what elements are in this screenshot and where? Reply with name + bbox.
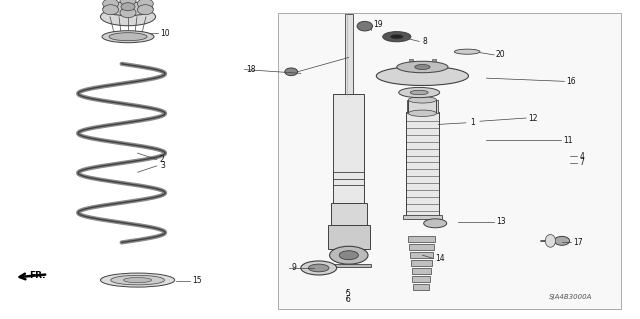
Bar [406,112,439,217]
Text: 5: 5 [346,289,351,298]
Text: 12: 12 [528,114,538,122]
Text: 20: 20 [496,50,506,59]
Text: 1: 1 [470,118,475,127]
Ellipse shape [554,236,570,245]
Bar [409,244,434,250]
Bar [413,284,429,290]
Text: 14: 14 [435,254,445,263]
Text: 16: 16 [566,77,576,86]
Ellipse shape [308,264,329,272]
Bar [328,225,370,249]
Ellipse shape [102,31,154,43]
Text: 2: 2 [160,155,164,164]
Text: 7: 7 [579,158,584,167]
Ellipse shape [138,0,154,9]
Bar [403,215,442,219]
Bar [408,236,435,242]
Ellipse shape [285,68,298,76]
Ellipse shape [121,3,135,11]
Ellipse shape [408,110,436,116]
Bar [326,264,371,267]
Bar [408,100,436,113]
Text: 6: 6 [346,295,351,304]
Bar [331,203,367,226]
Text: SJA4B3000A: SJA4B3000A [548,294,592,300]
Ellipse shape [424,219,447,228]
Text: 13: 13 [496,217,506,226]
Text: 10: 10 [160,29,170,38]
Bar [413,276,430,282]
Text: 15: 15 [192,276,202,285]
Bar [411,260,432,266]
Bar [432,59,436,75]
Ellipse shape [397,61,448,73]
Text: 3: 3 [160,161,165,170]
Text: 4: 4 [579,152,584,161]
Ellipse shape [383,32,411,42]
Text: 9: 9 [291,263,296,272]
Ellipse shape [102,0,118,9]
Ellipse shape [545,234,556,247]
Text: FR.: FR. [29,271,45,280]
Ellipse shape [100,8,156,26]
Ellipse shape [357,21,372,31]
Ellipse shape [138,5,154,15]
Text: 17: 17 [573,238,582,247]
Ellipse shape [102,5,118,15]
Bar [409,59,413,75]
Ellipse shape [410,90,428,95]
Text: 8: 8 [422,37,427,46]
Ellipse shape [454,49,480,54]
Bar [333,94,364,204]
Text: 19: 19 [373,20,383,29]
Ellipse shape [408,97,436,103]
Text: 18: 18 [246,65,256,74]
Ellipse shape [330,246,368,264]
Ellipse shape [120,0,136,6]
Ellipse shape [339,251,358,260]
Bar [278,13,621,309]
Bar [410,252,433,258]
Ellipse shape [415,64,430,70]
Ellipse shape [124,278,152,283]
Bar [345,14,353,96]
Ellipse shape [109,33,147,41]
Ellipse shape [399,87,440,98]
Bar [412,268,431,274]
Ellipse shape [301,261,337,275]
Text: 11: 11 [563,136,573,145]
Bar [407,100,438,113]
Ellipse shape [111,275,164,285]
Ellipse shape [390,34,403,39]
Ellipse shape [103,2,153,16]
Ellipse shape [376,66,468,85]
Ellipse shape [100,273,175,287]
Ellipse shape [120,8,136,18]
